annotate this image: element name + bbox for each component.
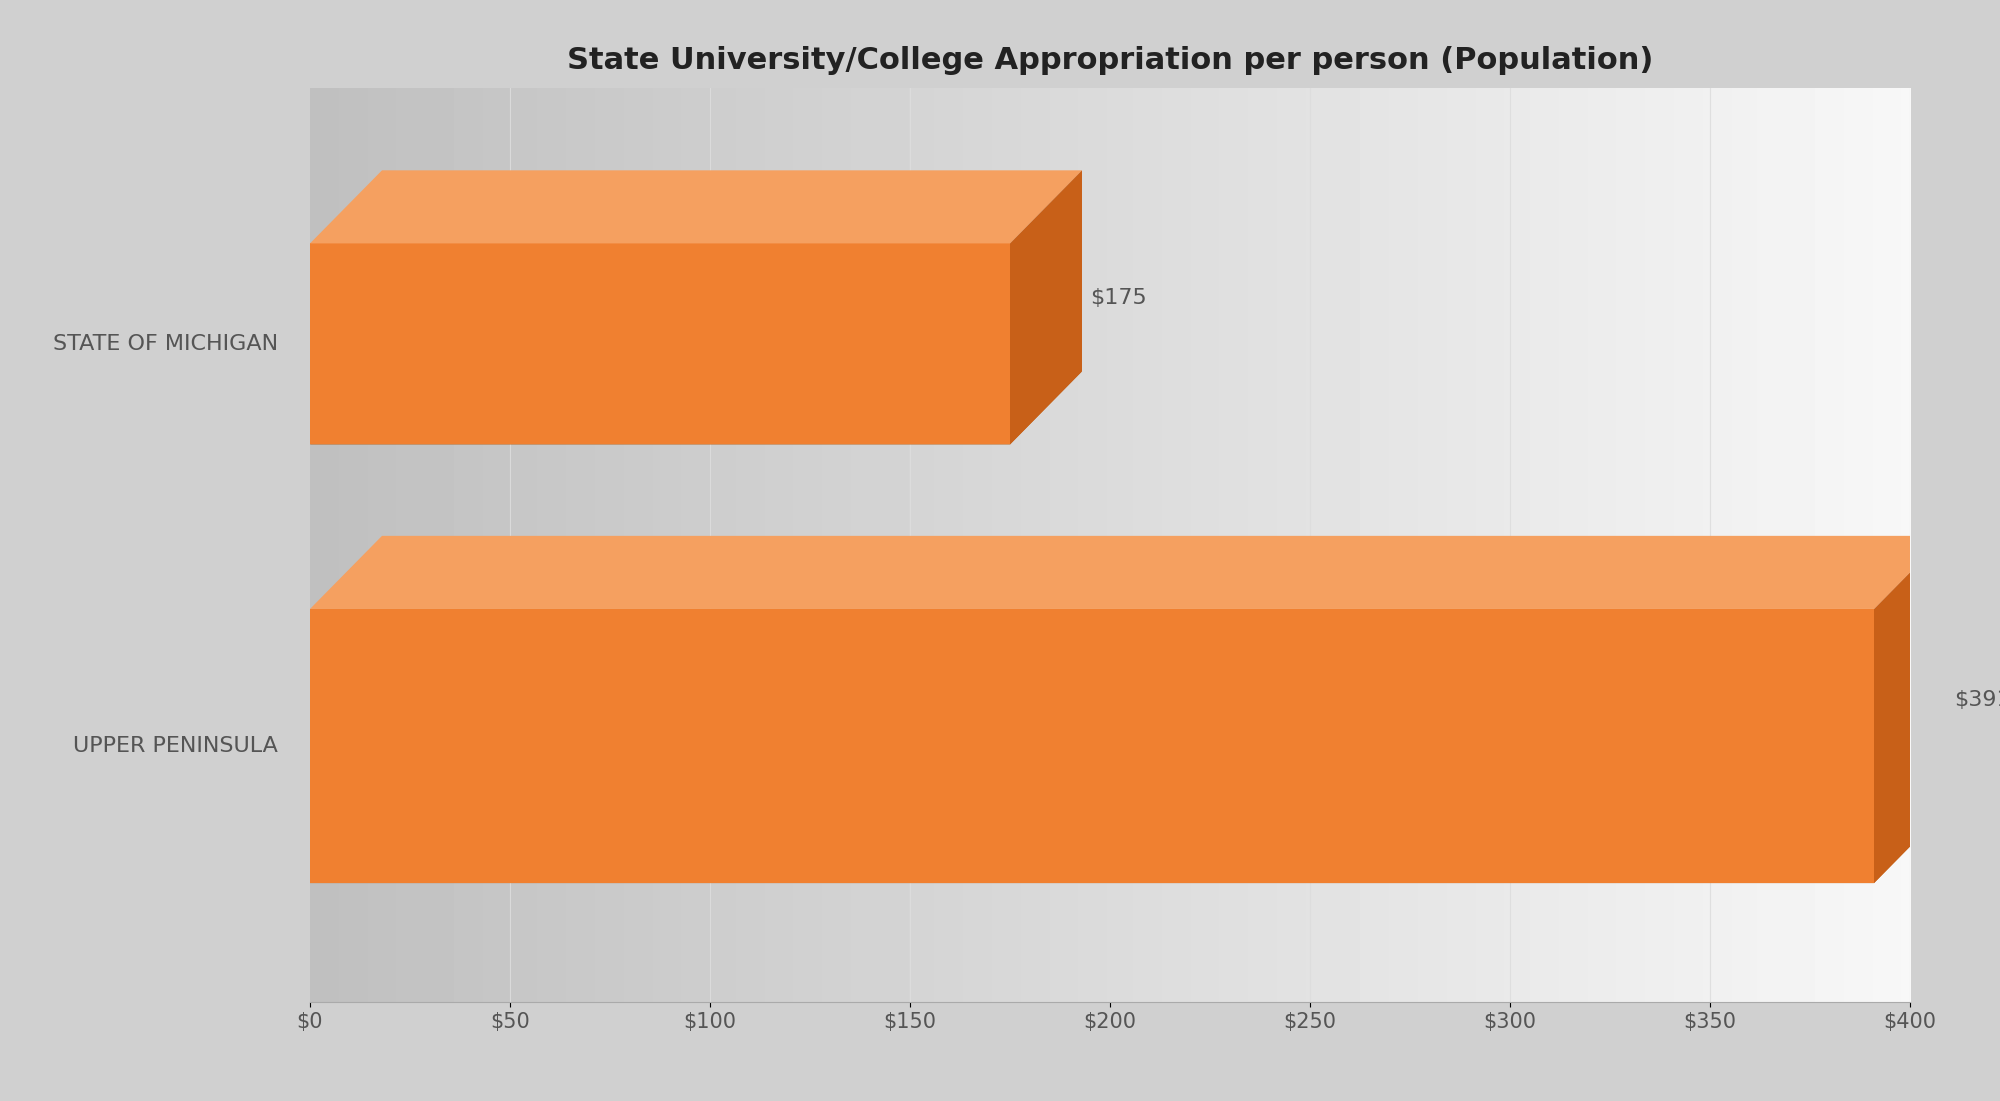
Polygon shape bbox=[1874, 536, 1946, 883]
Bar bbox=[310, 243, 1010, 445]
Text: STATE OF MICHIGAN: STATE OF MICHIGAN bbox=[52, 334, 278, 353]
Polygon shape bbox=[310, 371, 1082, 445]
Title: State University/College Appropriation per person (Population): State University/College Appropriation p… bbox=[566, 45, 1654, 75]
Polygon shape bbox=[310, 810, 1946, 883]
Text: UPPER PENINSULA: UPPER PENINSULA bbox=[74, 737, 278, 756]
Polygon shape bbox=[190, 116, 310, 983]
Text: $391: $391 bbox=[1954, 690, 2000, 710]
Bar bbox=[310, 609, 1874, 883]
Polygon shape bbox=[310, 536, 1946, 609]
Polygon shape bbox=[1010, 171, 1082, 445]
Text: $175: $175 bbox=[1090, 288, 1146, 308]
Polygon shape bbox=[310, 171, 1082, 243]
